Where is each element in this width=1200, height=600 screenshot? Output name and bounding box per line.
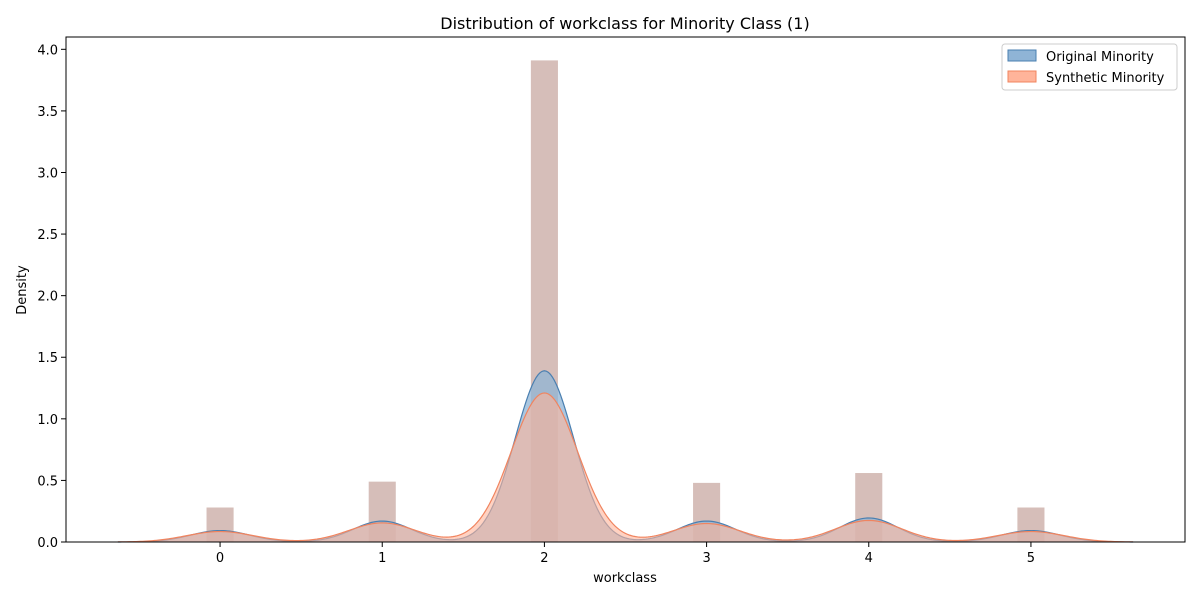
chart-title: Distribution of workclass for Minority C… [440,14,809,33]
y-tick-label: 3.5 [37,105,58,120]
y-tick-label: 4.0 [37,43,58,58]
kde-layer [117,370,1134,543]
legend-label-synthetic: Synthetic Minority [1046,71,1165,86]
x-tick-label: 0 [216,551,224,566]
y-axis-label: Density [15,265,30,315]
y-tick-label: 3.0 [37,166,58,181]
legend-label-original: Original Minority [1046,50,1154,65]
y-tick-label: 2.5 [37,228,58,243]
kde-line-synthetic [117,392,1134,543]
plot-area [117,60,1134,543]
kde-line-original [117,370,1134,543]
kde-area-original [117,370,1134,542]
y-tick-label: 2.0 [37,290,58,305]
x-tick-label: 5 [1027,551,1035,566]
legend-box [1001,43,1178,91]
plot-frame [65,36,1186,543]
x-tick-label: 1 [378,551,386,566]
x-axis-label: workclass [593,571,657,586]
histogram-layer [206,60,1045,543]
y-axis: 0.0 0.5 1.0 1.5 2.0 2.5 3.0 3.5 4.0 [37,43,66,551]
x-tick-label: 2 [540,551,548,566]
x-tick-label: 4 [865,551,873,566]
y-tick-label: 0.5 [37,474,58,489]
y-tick-label: 1.5 [37,351,58,366]
legend-swatch-original [1007,49,1037,62]
legend-swatch-synthetic [1007,70,1037,83]
y-tick-label: 0.0 [37,536,58,551]
legend: Original Minority Synthetic Minority [1001,43,1178,91]
y-tick-label: 1.0 [37,413,58,428]
kde-area-synthetic [117,392,1134,542]
x-tick-label: 3 [702,551,710,566]
x-axis: 0 1 2 3 4 5 [216,542,1035,566]
